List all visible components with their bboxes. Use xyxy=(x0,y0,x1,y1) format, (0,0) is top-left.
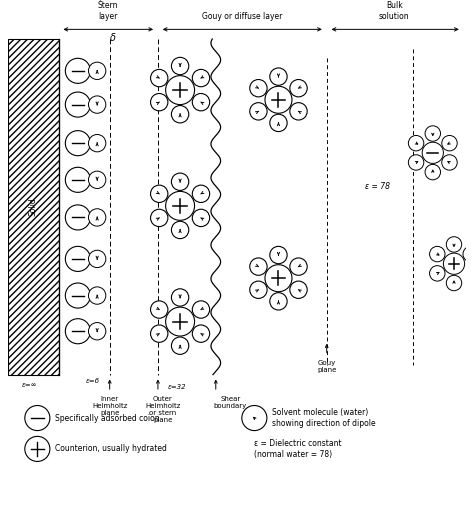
Circle shape xyxy=(172,57,189,75)
Text: Inner
Helmholtz
plane: Inner Helmholtz plane xyxy=(92,396,128,416)
Circle shape xyxy=(192,94,210,111)
Text: Bulk
solution: Bulk solution xyxy=(379,1,410,21)
Circle shape xyxy=(463,246,474,262)
Circle shape xyxy=(270,293,287,310)
Text: Counterion, usually hydrated: Counterion, usually hydrated xyxy=(55,445,166,453)
Circle shape xyxy=(89,209,106,226)
Circle shape xyxy=(250,80,267,97)
Circle shape xyxy=(442,155,457,170)
Circle shape xyxy=(165,75,194,105)
Text: Solid: Solid xyxy=(28,198,37,216)
Circle shape xyxy=(65,246,91,271)
Circle shape xyxy=(447,275,462,291)
Circle shape xyxy=(172,337,189,355)
Circle shape xyxy=(25,406,50,431)
Circle shape xyxy=(172,289,189,306)
Circle shape xyxy=(65,92,91,117)
Circle shape xyxy=(270,246,287,264)
Circle shape xyxy=(409,155,424,170)
Text: ε=6: ε=6 xyxy=(85,379,100,384)
Circle shape xyxy=(151,185,168,202)
Circle shape xyxy=(425,126,440,141)
Circle shape xyxy=(192,69,210,87)
Circle shape xyxy=(25,436,50,461)
Circle shape xyxy=(290,80,307,97)
Circle shape xyxy=(290,281,307,298)
Circle shape xyxy=(265,86,292,113)
Bar xyxy=(9,39,59,374)
Text: Štern
layer: Štern layer xyxy=(98,1,118,21)
Circle shape xyxy=(270,114,287,132)
Circle shape xyxy=(89,62,106,80)
Circle shape xyxy=(172,222,189,239)
Circle shape xyxy=(89,96,106,113)
Text: ε=∞: ε=∞ xyxy=(22,382,37,388)
Text: ε = Dielectric constant
(normal water = 78): ε = Dielectric constant (normal water = … xyxy=(255,439,342,459)
Circle shape xyxy=(425,164,440,180)
Text: δ: δ xyxy=(110,33,116,43)
Circle shape xyxy=(172,106,189,123)
Circle shape xyxy=(151,209,168,227)
Text: Gouy or diffuse layer: Gouy or diffuse layer xyxy=(202,11,283,21)
Circle shape xyxy=(65,58,91,83)
Circle shape xyxy=(89,250,106,268)
Text: Shear
boundary: Shear boundary xyxy=(214,396,247,409)
Circle shape xyxy=(265,265,292,292)
Circle shape xyxy=(65,205,91,230)
Circle shape xyxy=(65,167,91,192)
Circle shape xyxy=(89,171,106,188)
Circle shape xyxy=(151,301,168,318)
Circle shape xyxy=(192,325,210,342)
Circle shape xyxy=(290,102,307,120)
Circle shape xyxy=(270,68,287,85)
Text: Solvent molecule (water)
showing direction of dipole: Solvent molecule (water) showing directi… xyxy=(272,408,375,428)
Circle shape xyxy=(172,173,189,190)
Circle shape xyxy=(151,325,168,342)
Circle shape xyxy=(65,131,91,155)
Circle shape xyxy=(250,102,267,120)
Circle shape xyxy=(192,301,210,318)
Text: ε = 78: ε = 78 xyxy=(365,182,390,191)
Circle shape xyxy=(422,142,443,163)
Circle shape xyxy=(290,258,307,275)
Text: Gouy
plane: Gouy plane xyxy=(317,360,337,373)
Circle shape xyxy=(192,185,210,202)
Text: Outer
Helmholtz
or stern
plane: Outer Helmholtz or stern plane xyxy=(145,396,181,423)
Circle shape xyxy=(250,258,267,275)
Circle shape xyxy=(447,237,462,252)
Circle shape xyxy=(429,266,445,281)
Circle shape xyxy=(65,283,91,308)
Circle shape xyxy=(242,406,267,431)
Circle shape xyxy=(89,322,106,340)
Circle shape xyxy=(151,69,168,87)
Circle shape xyxy=(429,246,445,262)
Circle shape xyxy=(165,307,194,336)
Text: Specifically adsorbed coion: Specifically adsorbed coion xyxy=(55,413,159,423)
Circle shape xyxy=(442,135,457,151)
Circle shape xyxy=(192,209,210,227)
Circle shape xyxy=(409,135,424,151)
Circle shape xyxy=(65,319,91,344)
Circle shape xyxy=(165,191,194,220)
Circle shape xyxy=(443,253,465,275)
Text: ε=32: ε=32 xyxy=(167,384,186,391)
Circle shape xyxy=(151,94,168,111)
Circle shape xyxy=(89,135,106,152)
Circle shape xyxy=(89,287,106,304)
Circle shape xyxy=(250,281,267,298)
